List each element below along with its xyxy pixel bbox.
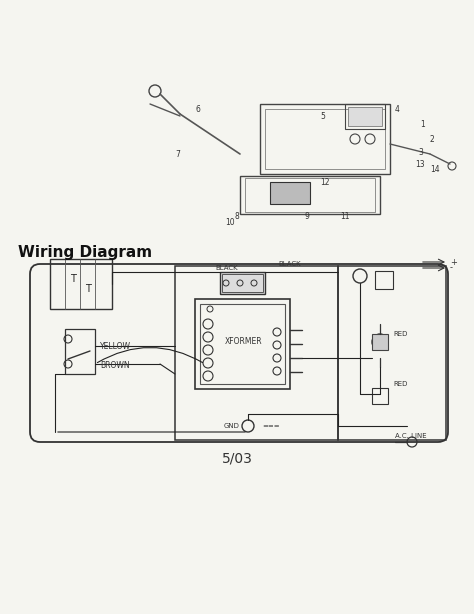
Text: ===: === xyxy=(262,423,280,429)
Text: RED: RED xyxy=(393,331,407,337)
Text: Wiring Diagram: Wiring Diagram xyxy=(18,244,152,260)
Text: BLACK: BLACK xyxy=(215,265,237,271)
FancyBboxPatch shape xyxy=(372,334,388,350)
Text: +: + xyxy=(450,257,457,266)
Text: 4: 4 xyxy=(395,104,400,114)
FancyBboxPatch shape xyxy=(270,182,310,204)
FancyBboxPatch shape xyxy=(348,107,382,126)
Text: T: T xyxy=(70,274,76,284)
Text: 14: 14 xyxy=(430,165,439,174)
Text: 10: 10 xyxy=(225,217,235,227)
Text: GND: GND xyxy=(224,423,240,429)
Text: 6: 6 xyxy=(195,104,200,114)
Text: 5: 5 xyxy=(320,112,325,120)
Text: A.C. LINE: A.C. LINE xyxy=(395,433,427,439)
Text: 13: 13 xyxy=(415,160,425,168)
FancyBboxPatch shape xyxy=(220,272,265,294)
Text: T: T xyxy=(85,284,91,294)
Text: YELLOW: YELLOW xyxy=(100,341,131,351)
Text: 8: 8 xyxy=(235,211,240,220)
Text: 9: 9 xyxy=(305,211,310,220)
Text: 3: 3 xyxy=(418,147,423,157)
Text: XFORMER: XFORMER xyxy=(225,336,263,346)
Text: 11: 11 xyxy=(340,211,349,220)
Text: 1: 1 xyxy=(420,120,425,128)
Text: -: - xyxy=(450,263,453,273)
Text: BLACK: BLACK xyxy=(278,261,301,267)
Text: 2: 2 xyxy=(430,134,435,144)
Text: 7: 7 xyxy=(175,149,180,158)
Text: RED: RED xyxy=(393,381,407,387)
Text: 12: 12 xyxy=(320,177,329,187)
Text: BROWN: BROWN xyxy=(100,362,129,370)
Text: 5/03: 5/03 xyxy=(221,452,253,466)
